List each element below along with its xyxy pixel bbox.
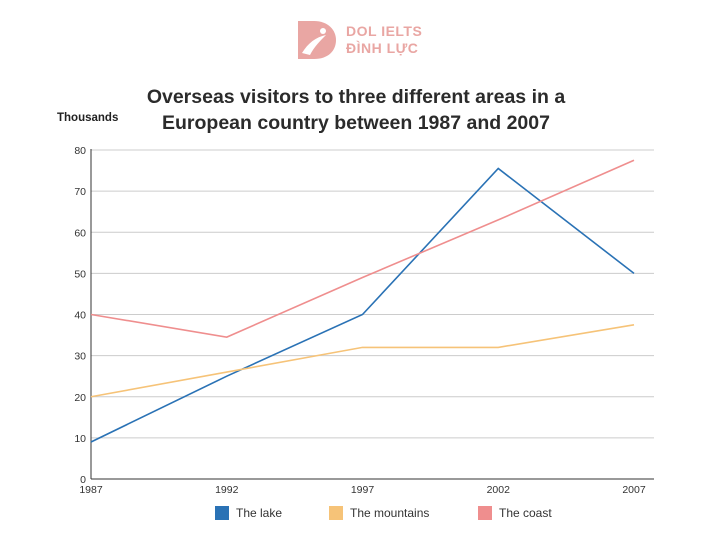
y-tick-label: 50	[74, 268, 86, 280]
y-tick-label: 70	[74, 186, 86, 198]
x-tick-label: 1992	[215, 484, 239, 496]
legend-item: The coast	[478, 506, 552, 520]
y-tick-label: 40	[74, 310, 86, 322]
x-tick-label: 2007	[622, 484, 646, 496]
chart-title-line-1: Overseas visitors to three different are…	[146, 86, 566, 108]
dol-logo-icon	[298, 21, 336, 59]
x-tick-label: 1997	[351, 484, 375, 496]
legend-label: The lake	[236, 506, 283, 520]
x-tick-labels: 1987 1992 1997 2002 2007	[79, 484, 646, 496]
legend: The lake The mountains The coast	[0, 506, 712, 526]
legend-label: The coast	[499, 506, 552, 520]
y-tick-label: 20	[74, 392, 86, 404]
chart-title-line-2: European country between 1987 and 2007	[162, 112, 550, 134]
y-tick-label: 60	[74, 227, 86, 239]
series-line-the-mountains	[90, 323, 635, 398]
legend-swatch	[215, 506, 229, 520]
chart-title: Overseas visitors to three different are…	[0, 84, 712, 136]
brand-logo: DOL IELTS ĐÌNH LỰC	[292, 16, 422, 64]
axes	[90, 149, 654, 480]
legend-label: The mountains	[350, 506, 430, 520]
legend-item: The lake	[215, 506, 282, 520]
y-tick-label: 10	[74, 433, 86, 445]
x-tick-label: 1987	[79, 484, 103, 496]
legend-swatch	[478, 506, 492, 520]
series-lines	[90, 159, 635, 443]
y-tick-label: 30	[74, 351, 86, 363]
y-tick-label: 0	[80, 474, 86, 486]
y-tick-label: 80	[74, 145, 86, 157]
gridlines	[91, 149, 654, 439]
series-line-the-coast	[90, 159, 635, 338]
x-tick-label: 2002	[487, 484, 511, 496]
legend-swatch	[329, 506, 343, 520]
legend-item: The mountains	[329, 506, 429, 520]
y-tick-labels: 0 10 20 30 40 50 60 70 80	[74, 145, 86, 486]
brand-line-2: ĐÌNH LỰC	[346, 40, 419, 56]
brand-line-1: DOL IELTS	[346, 23, 423, 39]
series-line-the-lake	[90, 167, 635, 443]
y-axis-label: Thousands	[57, 112, 118, 124]
